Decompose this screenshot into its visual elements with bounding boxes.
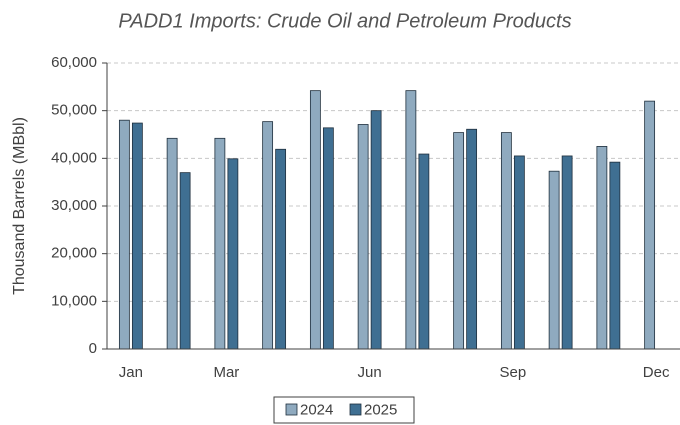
y-axis-label: Thousand Barrels (MBbl): [11, 117, 28, 295]
y-tick-label: 20,000: [51, 245, 97, 262]
x-tick-label: Jun: [358, 364, 382, 381]
bar: [609, 161, 621, 350]
y-tick-label: 50,000: [51, 102, 97, 119]
chart-title: PADD1 Imports: Crude Oil and Petroleum P…: [118, 10, 571, 32]
x-tick-label: Mar: [213, 364, 239, 381]
bar: [370, 110, 382, 350]
bar: [418, 153, 430, 350]
bar: [405, 90, 417, 350]
y-tick-label: 30,000: [51, 197, 97, 214]
legend-label: 2024: [300, 401, 333, 418]
legend-swatch: [349, 403, 362, 416]
bar: [166, 137, 178, 350]
legend-swatch: [285, 403, 298, 416]
bar: [118, 119, 130, 350]
bar: [214, 137, 226, 350]
x-tick-label: Jan: [119, 364, 143, 381]
bar: [596, 146, 608, 350]
bar: [322, 127, 334, 350]
bar: [357, 124, 369, 350]
x-tick-label: Sep: [500, 364, 527, 381]
x-tick-label: Dec: [643, 364, 670, 381]
bar: [513, 155, 525, 350]
bar: [548, 170, 560, 350]
y-tick-label: 40,000: [51, 149, 97, 166]
bar: [500, 132, 512, 350]
bar: [179, 172, 191, 350]
bar: [466, 128, 478, 350]
bar: [309, 90, 321, 350]
bar: [131, 122, 143, 350]
bar: [453, 132, 465, 350]
y-tick-label: 10,000: [51, 292, 97, 309]
bar: [262, 121, 274, 350]
y-tick-label: 0: [89, 340, 97, 357]
bar: [644, 100, 656, 350]
legend-label: 2025: [364, 401, 397, 418]
bar: [561, 155, 573, 350]
y-tick-label: 60,000: [51, 54, 97, 71]
bar: [275, 148, 287, 350]
bar: [227, 158, 239, 350]
